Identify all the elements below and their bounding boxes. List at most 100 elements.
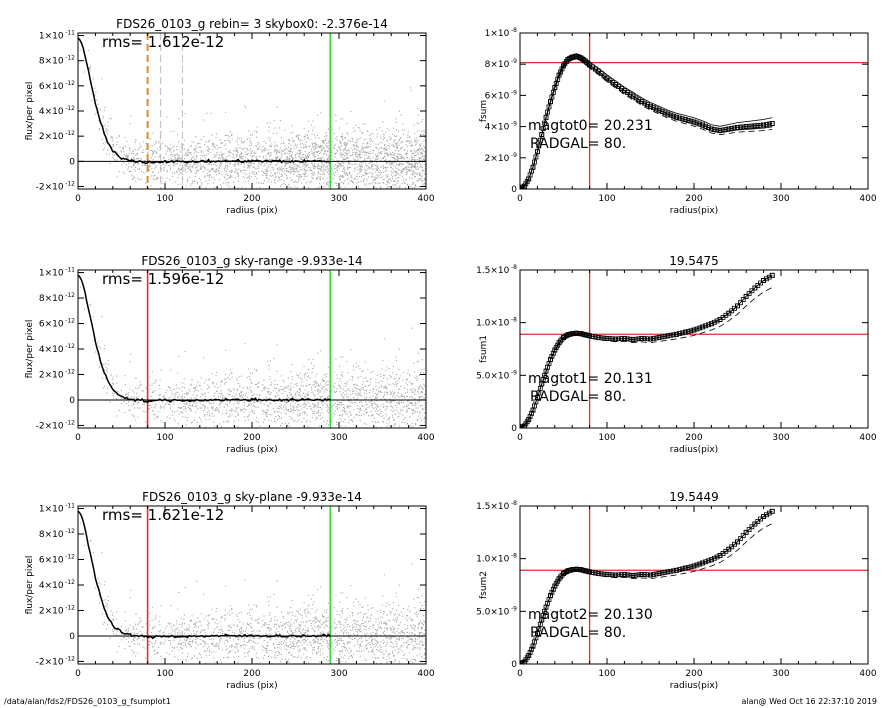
fsum-point bbox=[706, 125, 711, 130]
y-tick-label: 1×10 bbox=[485, 29, 510, 39]
y-tick-exponent: -9 bbox=[511, 58, 517, 65]
x-tick-label: 300 bbox=[772, 433, 789, 443]
x-tick-label: 0 bbox=[75, 669, 81, 679]
fsum-point bbox=[703, 323, 708, 329]
fsum-point bbox=[682, 329, 688, 335]
fsum-point bbox=[542, 120, 547, 126]
fsum-point bbox=[732, 125, 737, 131]
x-tick-label: 300 bbox=[330, 194, 347, 204]
fsum-point bbox=[537, 622, 543, 627]
fsum-point bbox=[769, 508, 775, 514]
y-tick-exponent: -8 bbox=[511, 500, 517, 507]
plot-area bbox=[78, 270, 426, 428]
fsum-point bbox=[662, 333, 668, 339]
fsum-point bbox=[651, 572, 656, 577]
fsum-point bbox=[662, 110, 668, 116]
y-axis-label: flux/per pixel bbox=[25, 556, 35, 615]
fsum-point bbox=[735, 125, 740, 130]
rms-annotation: rms= 1.612e-12 bbox=[102, 33, 224, 51]
fsum-point bbox=[520, 660, 526, 664]
fsum-point bbox=[653, 335, 659, 341]
y-tick-exponent: -8 bbox=[511, 317, 517, 324]
fsum-point bbox=[523, 181, 529, 187]
fsum-point bbox=[535, 149, 540, 155]
x-axis-label: radius(pix) bbox=[670, 445, 718, 455]
fsum-point bbox=[720, 127, 726, 133]
fsum-point bbox=[543, 115, 549, 120]
fsum-point bbox=[527, 650, 533, 655]
x-tick-label: 300 bbox=[330, 669, 347, 679]
fsum-point bbox=[653, 106, 659, 112]
fsum-point bbox=[726, 126, 732, 132]
fsum-point bbox=[703, 559, 708, 565]
y-tick-label: 4×10 bbox=[485, 123, 510, 133]
fsum-point bbox=[743, 530, 749, 535]
y-tick-label: 0 bbox=[511, 185, 517, 195]
y-tick-label: 1.5×10 bbox=[476, 266, 510, 276]
fsum-point bbox=[711, 127, 717, 132]
fsum-point bbox=[738, 536, 743, 542]
fsum-point bbox=[624, 572, 630, 578]
fsum-point bbox=[546, 104, 552, 110]
fsum-point bbox=[749, 123, 755, 129]
x-tick-label: 100 bbox=[156, 194, 173, 204]
y-tick-exponent: -9 bbox=[511, 605, 517, 612]
fsum-point bbox=[723, 127, 729, 132]
x-axis-label: radius (pix) bbox=[226, 445, 277, 455]
y-axis-label: fsum2 bbox=[479, 571, 489, 599]
fsum-point bbox=[536, 390, 542, 396]
fsum-point bbox=[584, 568, 590, 574]
fsum-point bbox=[679, 330, 685, 336]
fsum-point bbox=[671, 113, 676, 119]
x-tick-label: 100 bbox=[598, 433, 615, 443]
y-tick-label: 6×10 bbox=[39, 320, 64, 330]
fsum-point bbox=[691, 119, 697, 125]
fsum-point bbox=[555, 342, 561, 348]
fsum-point bbox=[558, 69, 563, 75]
fsum-point bbox=[545, 109, 550, 115]
fsum-point bbox=[662, 570, 668, 575]
fsum-point bbox=[671, 568, 676, 574]
chart-title: FDS26_0103_g sky-range -9.933e-14 bbox=[141, 254, 362, 268]
fsum-point bbox=[550, 586, 556, 592]
y-tick-label: 1.0×10 bbox=[476, 555, 510, 565]
fsum-point bbox=[552, 347, 558, 353]
y-tick-label: 0 bbox=[511, 660, 517, 670]
fsum-point bbox=[674, 567, 679, 573]
fsum-point bbox=[688, 118, 694, 124]
fsum-point bbox=[642, 336, 648, 342]
x-tick-label: 300 bbox=[330, 433, 347, 443]
fsum-point bbox=[639, 572, 645, 577]
x-tick-label: 100 bbox=[156, 669, 173, 679]
y-tick-exponent: -12 bbox=[65, 130, 75, 137]
fsum-point bbox=[665, 333, 671, 339]
fsum-point bbox=[740, 533, 746, 538]
y-tick-exponent: -9 bbox=[511, 89, 517, 96]
fsum-point bbox=[708, 557, 714, 563]
y-tick-label: 0 bbox=[69, 632, 75, 642]
fsum-point bbox=[532, 159, 537, 165]
fsum-point bbox=[700, 560, 705, 566]
y-tick-exponent: -8 bbox=[511, 264, 517, 271]
y-tick-exponent: -12 bbox=[65, 180, 75, 187]
fsum-point bbox=[630, 573, 636, 578]
fsum-point bbox=[688, 328, 694, 334]
x-tick-label: 200 bbox=[243, 194, 260, 204]
fsum-point bbox=[761, 122, 766, 128]
fsum-point bbox=[749, 524, 755, 530]
fsum-point bbox=[703, 123, 708, 129]
y-tick-label: 6×10 bbox=[39, 556, 64, 566]
fsum-point bbox=[639, 336, 645, 341]
fsum-point bbox=[520, 660, 524, 664]
plot-area bbox=[78, 506, 426, 664]
plot-area bbox=[520, 33, 868, 189]
fsum-point bbox=[746, 123, 752, 129]
fsum-point bbox=[598, 571, 604, 577]
y-tick-exponent: -12 bbox=[65, 655, 75, 662]
chart-title: 19.5449 bbox=[669, 490, 719, 504]
plot-area bbox=[520, 506, 868, 664]
fsum-point bbox=[740, 124, 746, 130]
fsum-point bbox=[668, 112, 674, 118]
fsum-point bbox=[552, 583, 558, 589]
fsum-point bbox=[740, 297, 746, 303]
